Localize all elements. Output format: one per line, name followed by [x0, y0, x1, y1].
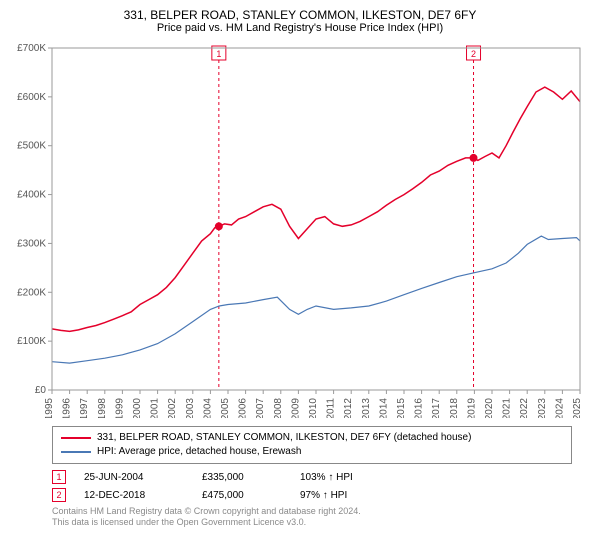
svg-text:2022: 2022 [519, 398, 530, 418]
svg-text:2020: 2020 [484, 398, 495, 418]
svg-text:2004: 2004 [202, 398, 213, 418]
legend-row-property: 331, BELPER ROAD, STANLEY COMMON, ILKEST… [61, 431, 563, 445]
svg-text:£200K: £200K [17, 287, 46, 298]
event-price-2: £475,000 [202, 490, 282, 501]
svg-text:2010: 2010 [308, 398, 319, 418]
svg-text:2012: 2012 [343, 398, 354, 418]
svg-text:1998: 1998 [97, 398, 108, 418]
event-pct-2: 97% ↑ HPI [300, 490, 347, 501]
svg-text:1995: 1995 [44, 398, 55, 418]
chart-subtitle: Price paid vs. HM Land Registry's House … [8, 22, 592, 34]
svg-text:2021: 2021 [502, 398, 513, 418]
legend-swatch-property [61, 437, 91, 439]
svg-text:2014: 2014 [378, 398, 389, 418]
event-badge-2: 2 [52, 488, 66, 502]
event-date-2: 12-DEC-2018 [84, 490, 184, 501]
svg-text:2025: 2025 [572, 398, 583, 418]
event-price-1: £335,000 [202, 472, 282, 483]
svg-text:2017: 2017 [431, 398, 442, 418]
chart-title: 331, BELPER ROAD, STANLEY COMMON, ILKEST… [8, 8, 592, 22]
chart-svg: £0 £100K £200K £300K £400K £500K £600K £700K 199… [8, 38, 592, 418]
svg-text:1999: 1999 [114, 398, 125, 418]
svg-text:£0: £0 [35, 385, 47, 396]
svg-text:2006: 2006 [238, 398, 249, 418]
svg-text:2005: 2005 [220, 398, 231, 418]
svg-text:2013: 2013 [361, 398, 372, 418]
svg-text:2000: 2000 [132, 398, 143, 418]
event-badge-1: 1 [52, 470, 66, 484]
svg-text:2023: 2023 [537, 398, 548, 418]
svg-text:£300K: £300K [17, 238, 46, 249]
svg-text:1: 1 [216, 49, 221, 59]
legend-box: 331, BELPER ROAD, STANLEY COMMON, ILKEST… [52, 426, 572, 464]
legend-swatch-hpi [61, 451, 91, 453]
svg-text:£600K: £600K [17, 92, 46, 103]
svg-text:2: 2 [471, 49, 476, 59]
events-table: 1 25-JUN-2004 £335,000 103% ↑ HPI 2 12-D… [52, 470, 572, 502]
legend-label-hpi: HPI: Average price, detached house, Erew… [97, 445, 301, 459]
chart-area: £0 £100K £200K £300K £400K £500K £600K £700K 199… [8, 38, 592, 418]
svg-text:1997: 1997 [79, 398, 90, 418]
svg-text:2009: 2009 [290, 398, 301, 418]
svg-text:£400K: £400K [17, 190, 46, 201]
attribution-line1: Contains HM Land Registry data © Crown c… [52, 506, 572, 517]
svg-text:2016: 2016 [414, 398, 425, 418]
event-date-1: 25-JUN-2004 [84, 472, 184, 483]
svg-text:1996: 1996 [62, 398, 73, 418]
attribution-line2: This data is licensed under the Open Gov… [52, 517, 572, 528]
svg-text:£700K: £700K [17, 43, 46, 54]
legend-row-hpi: HPI: Average price, detached house, Erew… [61, 445, 563, 459]
svg-text:£500K: £500K [17, 141, 46, 152]
legend-label-property: 331, BELPER ROAD, STANLEY COMMON, ILKEST… [97, 431, 471, 445]
attribution: Contains HM Land Registry data © Crown c… [52, 506, 572, 529]
svg-text:2003: 2003 [185, 398, 196, 418]
event-pct-1: 103% ↑ HPI [300, 472, 353, 483]
svg-text:2008: 2008 [273, 398, 284, 418]
svg-text:2007: 2007 [255, 398, 266, 418]
svg-text:2011: 2011 [326, 398, 337, 418]
event-row-2: 2 12-DEC-2018 £475,000 97% ↑ HPI [52, 488, 572, 502]
event-row-1: 1 25-JUN-2004 £335,000 103% ↑ HPI [52, 470, 572, 484]
svg-text:2001: 2001 [150, 398, 161, 418]
svg-text:2002: 2002 [167, 398, 178, 418]
svg-text:2015: 2015 [396, 398, 407, 418]
svg-text:2024: 2024 [554, 398, 565, 418]
svg-text:£100K: £100K [17, 336, 46, 347]
svg-text:2018: 2018 [449, 398, 460, 418]
svg-text:2019: 2019 [466, 398, 477, 418]
